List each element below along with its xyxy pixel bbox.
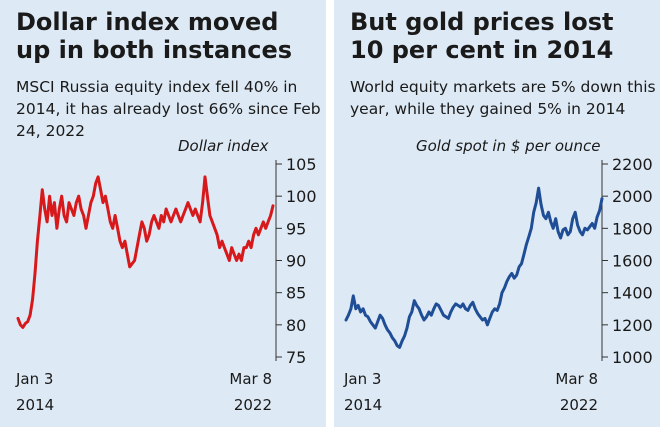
y-tick-label: 105 [286,155,317,174]
y-tick-label: 95 [286,219,306,238]
x-tick-label: 2014 [344,396,382,414]
left-panel-title: Dollar index moved up in both instances [16,8,293,64]
gold-price-chart: 1000 1200 1400 1600 1800 2000 2200 Jan 3 2014 Mar… [343,155,653,414]
x-tick-label: 2022 [560,396,598,414]
y-tick-label: 1800 [612,219,653,238]
y-tick-label: 1000 [612,348,653,367]
x-tick-label: Mar 8 [555,370,598,388]
series-line [16,175,275,329]
right-panel: But gold prices lost 10 per cent in 2014… [334,0,660,427]
x-tick-label: Jan 3 [15,370,53,388]
dollar-index-chart-title: Dollar index [178,137,269,155]
y-tick-label: 90 [286,252,306,271]
x-tick-label: Mar 8 [229,370,272,388]
left-panel-subtitle: MSCI Russia equity index fell 40% in 201… [16,78,321,140]
right-panel-title: But gold prices lost 10 per cent in 2014 [350,8,614,64]
y-tick-label: 80 [286,316,306,335]
left-panel: Dollar index moved up in both instances … [0,0,326,427]
y-tick-label: 2000 [612,187,653,206]
dollar-index-chart: 75 80 85 90 95 100 105 Jan 3 2014 Mar 8 2022 [15,155,317,414]
x-tick-label: 2022 [234,396,272,414]
y-tick-label: 75 [286,348,306,367]
x-tick-label: 2014 [16,396,54,414]
right-panel-subtitle: World equity markets are 5% down this ye… [350,78,656,118]
series-line [344,186,604,349]
y-tick-label: 1600 [612,252,653,271]
y-tick-label: 85 [286,284,306,303]
y-tick-label: 1400 [612,284,653,303]
gold-chart-title: Gold spot in $ per ounce [416,137,601,155]
y-tick-label: 1200 [612,316,653,335]
x-tick-label: Jan 3 [343,370,381,388]
y-tick-label: 2200 [612,155,653,174]
y-tick-label: 100 [286,187,317,206]
